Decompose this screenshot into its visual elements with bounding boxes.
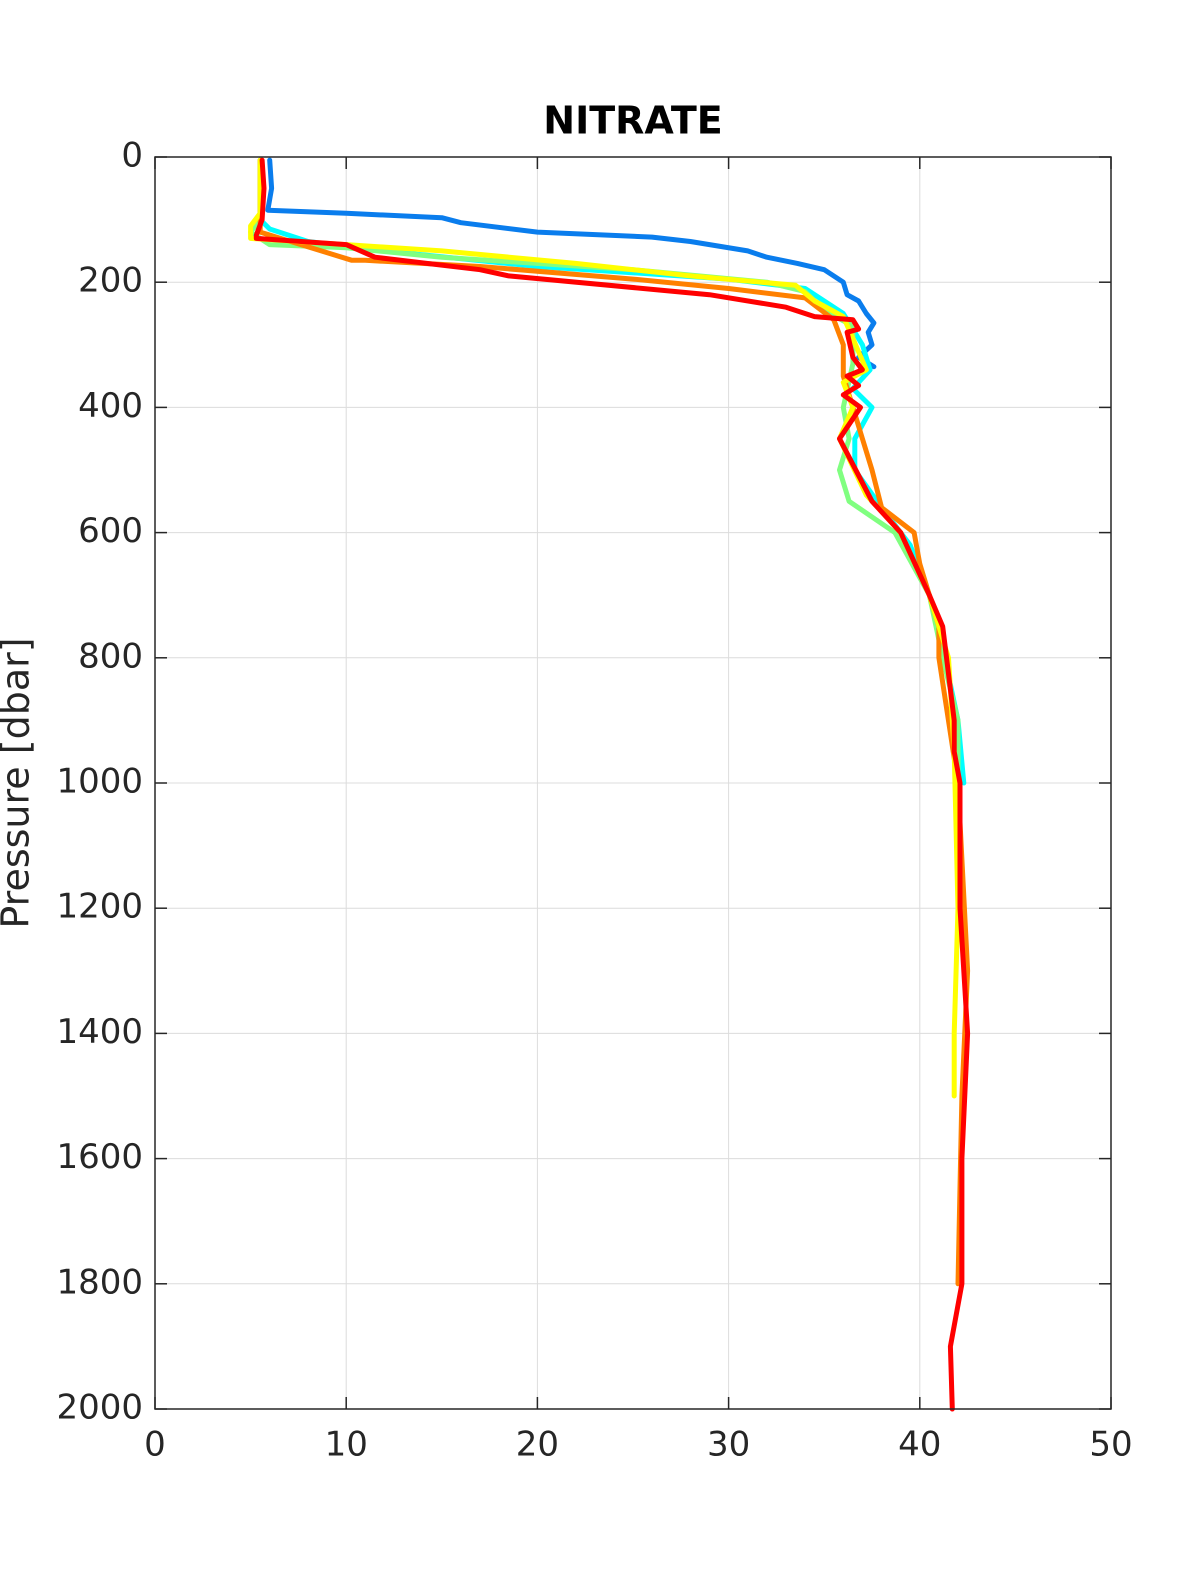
y-axis-label: Pressure [dbar] [0,637,38,928]
y-tick-label: 200 [78,261,143,301]
y-tick-label: 2000 [56,1388,143,1428]
x-tick-label: 0 [144,1425,166,1465]
y-tick-label: 1400 [56,1012,143,1052]
x-tick-label: 40 [898,1425,941,1465]
chart-title: NITRATE [543,99,722,143]
x-tick-label: 50 [1089,1425,1132,1465]
profile-line [265,157,877,370]
y-tick-label: 1200 [56,887,143,927]
x-tick-label: 30 [707,1425,750,1465]
plot-frame [154,156,1112,1410]
y-tick-label: 1800 [56,1262,143,1302]
y-tick-label: 600 [78,511,143,551]
y-tick-label: 400 [78,386,143,426]
y-tick-label: 1000 [56,762,143,802]
y-tick-label: 1600 [56,1137,143,1177]
y-tick-label: 800 [78,636,143,676]
x-tick-label: 10 [325,1425,368,1465]
y-tick-label: 0 [121,136,143,176]
profile-line [253,157,971,1412]
x-tick-label: 20 [516,1425,559,1465]
